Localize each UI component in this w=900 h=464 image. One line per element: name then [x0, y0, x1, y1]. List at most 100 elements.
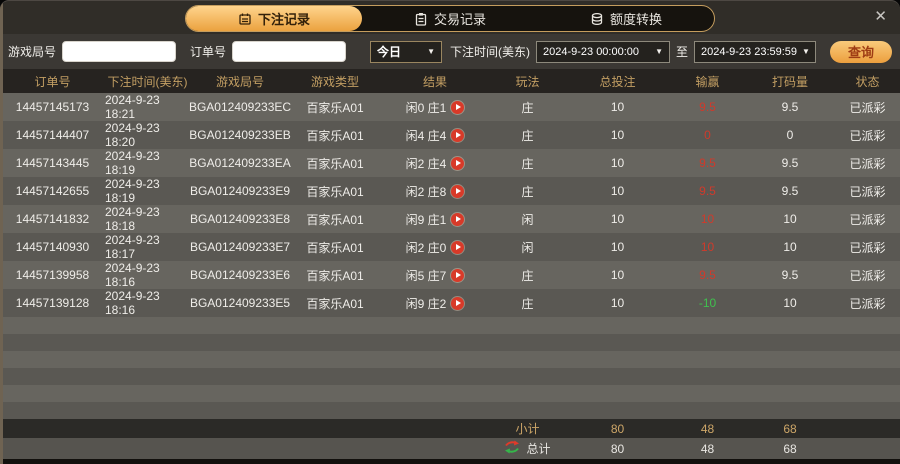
- subtotal-total-bet: 80: [610, 421, 625, 436]
- table-row[interactable]: 14457139128 2024-9-23 18:16 BGA012409233…: [0, 289, 900, 317]
- tab-betting-records[interactable]: 下注记录: [186, 6, 362, 31]
- filter-bar: 游戏局号 订单号 今日 ▼ 下注时间(美东) 2024-9-23 00:00:0…: [0, 34, 900, 69]
- total-row: 总计 80 48 68: [0, 438, 900, 459]
- start-time-select[interactable]: 2024-9-23 00:00:00 ▼: [535, 40, 670, 63]
- play-icon[interactable]: [451, 184, 465, 198]
- game-round-label: 游戏局号: [8, 45, 57, 59]
- table-row[interactable]: 14457144407 2024-9-23 18:20 BGA012409233…: [0, 121, 900, 149]
- status-cell: 已派彩: [849, 296, 886, 311]
- play-icon[interactable]: [451, 128, 465, 142]
- order-no-cell: 14457143445: [15, 156, 90, 170]
- round-no-cell: BGA012409233EB: [189, 128, 291, 142]
- result-cell: 闲9 庄1: [380, 205, 490, 233]
- order-no-input[interactable]: [232, 41, 347, 62]
- result-text: 闲4 庄4: [405, 128, 447, 143]
- round-no-cell: BGA012409233E9: [189, 184, 291, 198]
- rolling-cell: 9.5: [781, 184, 799, 198]
- header-order-no: 订单号: [34, 74, 71, 89]
- status-cell: 已派彩: [849, 156, 886, 171]
- play-icon[interactable]: [451, 212, 465, 226]
- bet-time-cell: 2024-9-23 18:16: [105, 289, 160, 317]
- total-bet-cell: 10: [610, 156, 625, 170]
- table-body: 14457145173 2024-9-23 18:21 BGA012409233…: [0, 93, 900, 419]
- rolling-cell: 9.5: [781, 156, 799, 170]
- date-range-select[interactable]: 今日 ▼: [369, 40, 442, 63]
- bottom-strip: [0, 459, 900, 464]
- total-bet-cell: 10: [610, 128, 625, 142]
- date-range-value: 今日: [376, 45, 401, 59]
- game-type-cell: 百家乐A01: [306, 296, 364, 311]
- table-header: 订单号 下注时间(美东) 游戏局号 游戏类型 结果 玩法 总投注 输赢 打码量 …: [0, 69, 900, 93]
- tab-transaction-records[interactable]: 交易记录: [362, 6, 538, 31]
- close-icon[interactable]: ✕: [874, 8, 887, 25]
- bet-time-cell: 2024-9-23 18:17: [105, 233, 160, 261]
- empty-row: [0, 402, 900, 419]
- status-cell: 已派彩: [849, 240, 886, 255]
- order-no-cell: 14457141832: [15, 212, 90, 226]
- order-no-label: 订单号: [190, 45, 227, 59]
- tab-label: 下注记录: [257, 12, 310, 27]
- end-time-select[interactable]: 2024-9-23 23:59:59 ▼: [694, 40, 816, 63]
- subtotal-rolling: 68: [783, 421, 797, 436]
- play-type-cell: 庄: [521, 156, 534, 171]
- header-bet-time: 下注时间(美东): [107, 74, 188, 89]
- game-type-cell: 百家乐A01: [306, 184, 364, 199]
- status-cell: 已派彩: [849, 212, 886, 227]
- result-text: 闲9 庄1: [405, 212, 447, 227]
- start-time-value: 2024-9-23 00:00:00: [542, 45, 640, 58]
- game-round-input[interactable]: [62, 41, 177, 62]
- order-no-cell: 14457145173: [15, 100, 90, 114]
- rolling-cell: 10: [783, 296, 797, 310]
- table-row[interactable]: 14457139958 2024-9-23 18:16 BGA012409233…: [0, 261, 900, 289]
- rolling-cell: 10: [783, 212, 797, 226]
- transaction-records-icon: [414, 12, 428, 26]
- win-loss-value: 48: [700, 421, 715, 436]
- game-type-cell: 百家乐A01: [306, 212, 364, 227]
- game-type-cell: 百家乐A01: [306, 240, 364, 255]
- empty-row: [0, 368, 900, 385]
- result-cell: 闲0 庄1: [380, 93, 490, 121]
- play-icon[interactable]: [451, 240, 465, 254]
- bet-time-cell: 2024-9-23 18:19: [105, 177, 160, 205]
- subtotal-label: 小计: [515, 422, 540, 436]
- play-icon[interactable]: [451, 100, 465, 114]
- order-no-cell: 14457142655: [15, 184, 90, 198]
- chevron-down-icon: ▼: [427, 47, 435, 56]
- play-type-cell: 庄: [521, 268, 534, 283]
- table-row[interactable]: 14457141832 2024-9-23 18:18 BGA012409233…: [0, 205, 900, 233]
- header-result: 结果: [422, 74, 447, 89]
- empty-row: [0, 334, 900, 351]
- status-cell: 已派彩: [849, 184, 886, 199]
- play-type-cell: 庄: [521, 128, 534, 143]
- total-bet-cell: 10: [610, 184, 625, 198]
- total-total-bet: 80: [610, 441, 625, 456]
- game-type-cell: 百家乐A01: [306, 100, 364, 115]
- swap-arrows-icon[interactable]: [504, 440, 520, 457]
- subtotal-row: 小计 80 48 68: [0, 419, 900, 438]
- table-row[interactable]: 14457143445 2024-9-23 18:19 BGA012409233…: [0, 149, 900, 177]
- query-button[interactable]: 查询: [830, 40, 892, 63]
- play-type-cell: 庄: [521, 296, 534, 311]
- empty-row: [0, 385, 900, 402]
- result-text: 闲0 庄1: [405, 100, 447, 115]
- tab-quota-transfer[interactable]: 额度转换: [538, 6, 714, 31]
- table-row[interactable]: 14457140930 2024-9-23 18:17 BGA012409233…: [0, 233, 900, 261]
- table-row[interactable]: 14457145173 2024-9-23 18:21 BGA012409233…: [0, 93, 900, 121]
- play-icon[interactable]: [451, 268, 465, 282]
- result-cell: 闲9 庄2: [380, 289, 490, 317]
- play-type-cell: 闲: [521, 212, 534, 227]
- play-icon[interactable]: [451, 156, 465, 170]
- total-bet-cell: 10: [610, 296, 625, 310]
- end-time-value: 2024-9-23 23:59:59: [701, 45, 798, 58]
- play-icon[interactable]: [451, 296, 465, 310]
- order-no-cell: 14457139128: [15, 296, 90, 310]
- order-no-cell: 14457139958: [15, 268, 90, 282]
- table-row[interactable]: 14457142655 2024-9-23 18:19 BGA012409233…: [0, 177, 900, 205]
- total-bet-cell: 10: [610, 240, 625, 254]
- order-no-cell: 14457140930: [15, 240, 90, 254]
- win-loss-value: 9.5: [699, 156, 716, 170]
- header-status: 状态: [855, 74, 880, 89]
- bet-time-label: 下注时间(美东): [449, 45, 530, 59]
- status-cell: 已派彩: [849, 268, 886, 283]
- game-type-cell: 百家乐A01: [306, 156, 364, 171]
